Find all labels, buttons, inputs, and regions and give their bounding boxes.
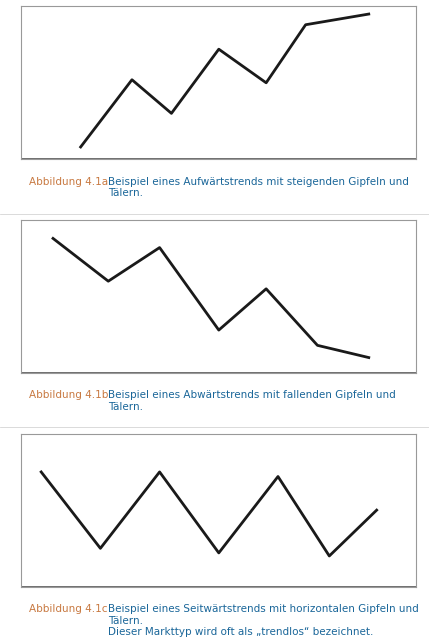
Text: Abbildung 4.1c: Abbildung 4.1c (29, 604, 108, 614)
Text: Abbildung 4.1a: Abbildung 4.1a (29, 177, 109, 187)
Text: Abbildung 4.1b: Abbildung 4.1b (29, 390, 109, 401)
Text: Beispiel eines Seitwärtstrends mit horizontalen Gipfeln und Tälern.
Dieser Markt: Beispiel eines Seitwärtstrends mit horiz… (108, 604, 419, 637)
Text: Beispiel eines Aufwärtstrends mit steigenden Gipfeln und Tälern.: Beispiel eines Aufwärtstrends mit steige… (108, 177, 409, 199)
Text: Beispiel eines Abwärtstrends mit fallenden Gipfeln und Tälern.: Beispiel eines Abwärtstrends mit fallend… (108, 390, 396, 412)
